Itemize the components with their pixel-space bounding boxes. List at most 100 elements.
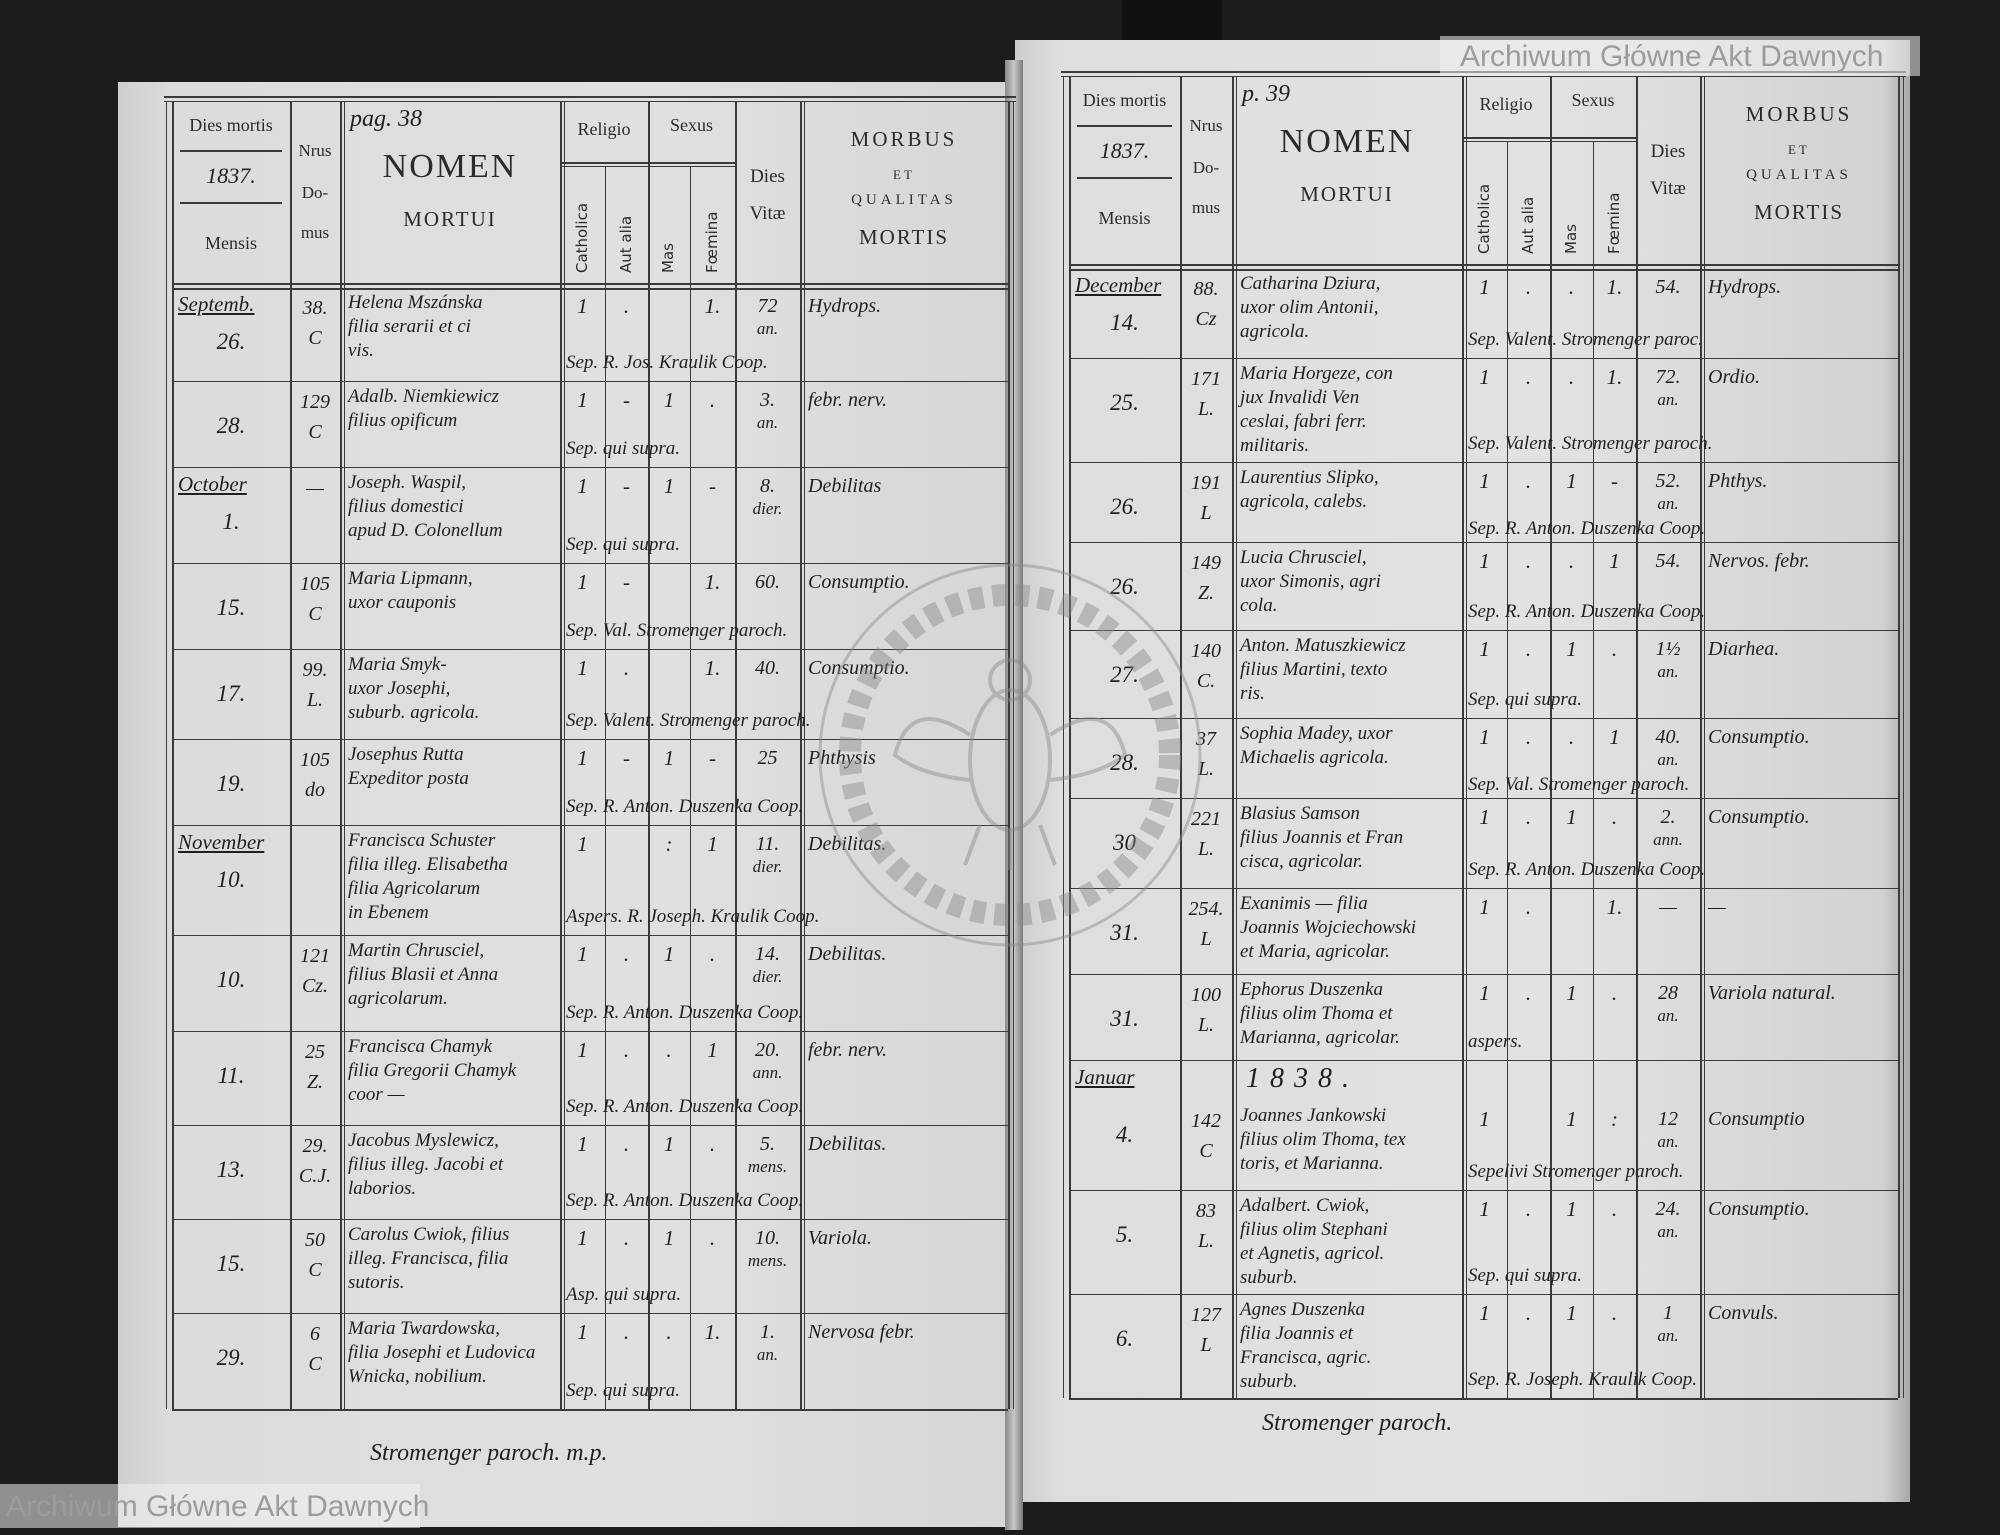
entry-morbus: Consumptio. xyxy=(1708,806,1810,828)
entry-name-line: Anton. Matuszkiewicz xyxy=(1240,635,1406,656)
entry-catholica: 1 xyxy=(577,388,588,412)
entry-age: 2. xyxy=(1660,806,1676,828)
column-rule xyxy=(344,102,345,1409)
header-et: ET xyxy=(893,167,915,182)
entry-month: October xyxy=(178,472,247,496)
entry-catholica: 1 xyxy=(1479,895,1490,919)
entry-name-line: cisca, agricolar. xyxy=(1240,851,1363,872)
entry-name-line: Jacobus Myslewicz, xyxy=(348,1130,499,1151)
header-sexus: Sexus xyxy=(1571,90,1615,110)
column-rule xyxy=(1898,77,1900,1398)
entry-house-district: L. xyxy=(1197,838,1215,860)
entry-foemina: 1. xyxy=(1606,895,1623,919)
entry-mas: . xyxy=(1568,275,1575,299)
entry-burial-note: Sep. Valent. Stromenger paroc. xyxy=(1468,329,1703,350)
entry-name-line: Expeditor posta xyxy=(348,768,469,789)
entry-mas: . xyxy=(1568,725,1575,749)
entry-day: 5. xyxy=(1115,1222,1134,1247)
entry-name-line: coor — xyxy=(348,1084,405,1105)
entry-burial-note: Sep. qui supra. xyxy=(566,438,680,459)
entry-aut-alia: . xyxy=(1525,549,1532,573)
entry-mas: 1 xyxy=(1566,1197,1577,1221)
header-sexus: Sexus xyxy=(669,115,713,135)
header-morbus: MORBUS xyxy=(850,127,958,151)
entry-age: 40. xyxy=(755,657,780,679)
entry-house-district: L. xyxy=(1197,1014,1215,1036)
header-do: Do- xyxy=(301,183,329,202)
entry-house-district: L xyxy=(1200,928,1212,950)
entry-house-number: 254. xyxy=(1188,898,1224,920)
column-rule xyxy=(1700,77,1702,1398)
entry-day: 31. xyxy=(1110,1006,1139,1031)
entry-name-line: illeg. Francisca, filia xyxy=(348,1248,509,1269)
entry-name-line: filius Martini, texto xyxy=(1240,659,1388,680)
entry-foemina: . xyxy=(709,388,716,412)
entry-catholica: 1 xyxy=(577,570,588,594)
column-rule xyxy=(1462,77,1464,1398)
entry-house-district: C xyxy=(308,1259,322,1281)
entry-foemina: . xyxy=(709,1132,716,1156)
entry-name-line: Agnes Duszenka xyxy=(1240,1299,1366,1320)
entry-mas: 1 xyxy=(663,474,675,498)
entry-catholica: 1 xyxy=(577,1132,588,1156)
header-dies: Dies xyxy=(1650,141,1686,162)
entry-foemina: . xyxy=(709,942,716,966)
row-separator xyxy=(1069,888,1898,889)
header-mas: Mas xyxy=(1561,224,1580,254)
entry-burial-note: Sep. qui supra. xyxy=(1468,1265,1582,1286)
entry-aut-alia: - xyxy=(623,570,630,594)
column-rule xyxy=(648,102,650,1409)
entry-age: 14. xyxy=(755,943,780,965)
entry-mas: 1 xyxy=(1566,981,1577,1005)
row-separator xyxy=(172,1031,1008,1032)
column-rule xyxy=(735,102,737,1409)
entry-burial-note: Sep. R. Anton. Duszenka Coop. xyxy=(566,1190,804,1211)
entry-house-number: 29. xyxy=(302,1135,328,1157)
entry-foemina: . xyxy=(709,1226,716,1250)
entry-house-number: 149 xyxy=(1191,552,1221,574)
entry-name-line: in Ebenem xyxy=(348,902,429,923)
entry-name-line: Maria Twardowska, xyxy=(348,1318,501,1339)
entry-age: 20. xyxy=(755,1039,780,1061)
entry-name-line: Blasius Samson xyxy=(1240,803,1360,824)
entry-day: 10. xyxy=(216,967,246,992)
entry-foemina: 1. xyxy=(704,570,721,594)
entry-day: 19. xyxy=(216,771,246,796)
entry-house-district: do xyxy=(305,779,325,801)
header-foemina: Fœmina xyxy=(1604,192,1623,254)
entry-name-line: et Agnetis, agricol. xyxy=(1240,1243,1385,1264)
entry-name-line: laborios. xyxy=(348,1178,417,1199)
entry-age-unit: an. xyxy=(1657,662,1679,681)
entry-name-line: Maria Horgeze, con xyxy=(1240,363,1393,384)
entry-morbus: Hydrops. xyxy=(1708,276,1782,298)
header-do: Do- xyxy=(1192,158,1220,177)
entry-aut-alia: . xyxy=(623,294,630,318)
column-rule xyxy=(166,102,167,1409)
header-dies-mortis: Dies mortis xyxy=(189,115,273,135)
entry-name-line: Lucia Chrusciel, xyxy=(1240,547,1367,568)
entry-mas: . xyxy=(1568,549,1575,573)
page-number: p. 39 xyxy=(1242,81,1290,107)
header-mas: Mas xyxy=(659,243,677,273)
column-rule xyxy=(1236,77,1237,1398)
entry-house-district: L. xyxy=(1197,758,1215,780)
entry-aut-alia: . xyxy=(623,1226,630,1250)
header-foemina: Fœmina xyxy=(702,211,721,273)
column-rule xyxy=(560,102,562,1409)
header-rule xyxy=(1077,125,1172,127)
header-bottom-rule xyxy=(1069,264,1898,266)
entry-house-number: 50 xyxy=(305,1229,325,1251)
eagle-emblem-icon xyxy=(892,658,1128,870)
entry-name-line: filius Blasii et Anna xyxy=(348,964,499,985)
row-separator xyxy=(1069,462,1898,463)
entry-burial-note: Sep. qui supra. xyxy=(566,1380,680,1401)
entry-name-line: Martin Chrusciel, xyxy=(348,940,485,961)
entry-age: 10. xyxy=(755,1227,780,1249)
religio-sexus-rule xyxy=(560,166,735,167)
entry-name-line: Joannis Wojciechowski xyxy=(1240,917,1417,938)
header-nomen: NOMEN xyxy=(382,148,518,185)
entry-day: 11. xyxy=(217,1063,245,1088)
entry-name-line: vis. xyxy=(348,340,374,361)
entry-house-district: C xyxy=(308,1353,322,1375)
archive-stamp xyxy=(818,563,1202,947)
